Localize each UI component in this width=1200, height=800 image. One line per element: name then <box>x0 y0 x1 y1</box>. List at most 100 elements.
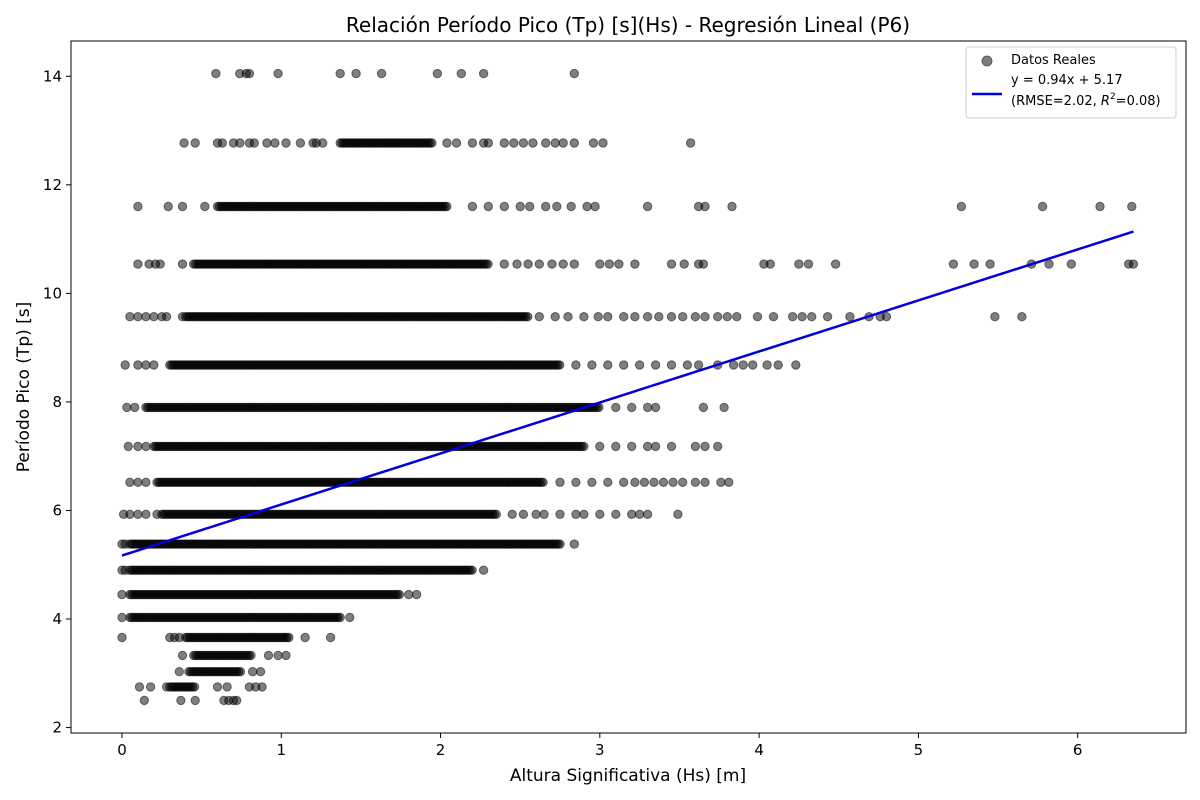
data-point <box>595 509 605 519</box>
legend: Datos Reales y = 0.94x + 5.17 (RMSE=2.02… <box>965 46 1177 119</box>
data-point <box>190 138 200 148</box>
data-point <box>732 312 742 322</box>
data-point <box>531 509 541 519</box>
data-point <box>566 201 576 212</box>
legend-metrics-exp: 2 <box>1110 92 1116 102</box>
data-point <box>603 477 613 487</box>
data-point <box>133 201 143 212</box>
data-point <box>467 565 477 575</box>
data-point <box>404 589 414 600</box>
data-point <box>642 402 653 413</box>
data-point <box>174 667 185 677</box>
y-tick-label: 6 <box>52 501 62 519</box>
data-point <box>558 259 568 269</box>
data-point <box>668 477 678 487</box>
data-point <box>541 201 551 212</box>
data-point <box>634 509 645 519</box>
data-point <box>700 201 710 212</box>
data-point <box>483 138 493 148</box>
data-point <box>673 509 683 519</box>
x-tick-label: 5 <box>914 741 924 759</box>
data-point <box>569 259 579 269</box>
y-axis: 2 4 6 8 10 12 14 <box>43 67 71 737</box>
data-point <box>690 477 701 487</box>
data-point <box>538 477 548 487</box>
data-point <box>141 360 151 370</box>
data-point <box>698 259 709 269</box>
data-point <box>727 201 737 212</box>
data-point <box>541 138 551 148</box>
data-point <box>666 259 677 269</box>
data-point <box>141 312 151 322</box>
data-point <box>432 68 443 79</box>
data-point <box>499 201 509 212</box>
data-point <box>713 441 723 452</box>
data-point <box>133 477 143 487</box>
data-point <box>642 312 653 322</box>
x-tick-label: 6 <box>1073 741 1083 759</box>
data-point <box>682 360 693 370</box>
y-tick-label: 12 <box>43 176 62 194</box>
data-point <box>627 402 637 413</box>
data-point <box>1037 201 1048 212</box>
data-point <box>582 201 592 212</box>
data-point <box>235 667 246 677</box>
data-point <box>442 201 452 212</box>
data-point <box>427 138 437 148</box>
data-point <box>773 360 783 370</box>
data-point <box>658 477 669 487</box>
data-point <box>598 138 608 148</box>
y-tick-label: 8 <box>52 393 62 411</box>
data-point <box>569 68 579 79</box>
data-point <box>627 509 637 519</box>
data-point <box>518 509 529 519</box>
data-point <box>881 312 892 322</box>
data-point <box>141 441 151 452</box>
data-point <box>177 259 188 269</box>
chart-title: Relación Período Pico (Tp) [s](Hs) - Reg… <box>346 13 910 37</box>
data-point <box>1017 312 1027 322</box>
data-point <box>619 312 629 322</box>
data-point <box>295 138 306 148</box>
data-point <box>969 259 979 269</box>
data-point <box>133 259 143 269</box>
data-point <box>642 441 653 452</box>
x-tick-label: 1 <box>276 741 286 759</box>
data-point <box>177 312 188 322</box>
data-point <box>611 402 621 413</box>
data-point <box>523 312 533 322</box>
legend-label-line: y = 0.94x + 5.17 <box>1011 73 1123 88</box>
data-point <box>456 68 466 79</box>
data-point <box>630 312 640 322</box>
data-point <box>525 201 535 212</box>
data-point <box>555 539 565 549</box>
legend-metrics-suffix: =0.08) <box>1116 94 1161 109</box>
data-point <box>273 650 283 661</box>
y-axis-label: Período Pico (Tp) [s] <box>14 302 34 473</box>
data-point <box>442 138 452 148</box>
data-point <box>558 138 568 148</box>
x-tick-label: 4 <box>754 741 764 759</box>
data-point <box>603 312 613 322</box>
data-point <box>232 695 242 706</box>
data-point <box>571 509 581 519</box>
data-point <box>719 402 729 413</box>
data-point <box>563 312 573 322</box>
data-point <box>654 312 664 322</box>
data-point <box>1044 259 1054 269</box>
regression-line <box>121 230 1134 557</box>
data-point <box>222 682 232 692</box>
data-point <box>249 138 259 148</box>
data-point <box>534 312 544 322</box>
data-point <box>547 259 557 269</box>
data-point <box>650 402 661 413</box>
y-tick-label: 10 <box>43 284 62 302</box>
data-point <box>700 312 710 322</box>
data-point <box>722 312 732 322</box>
data-point <box>716 477 726 487</box>
data-point <box>149 312 159 322</box>
data-point <box>571 477 581 487</box>
data-point <box>176 695 186 706</box>
data-point <box>948 259 959 269</box>
